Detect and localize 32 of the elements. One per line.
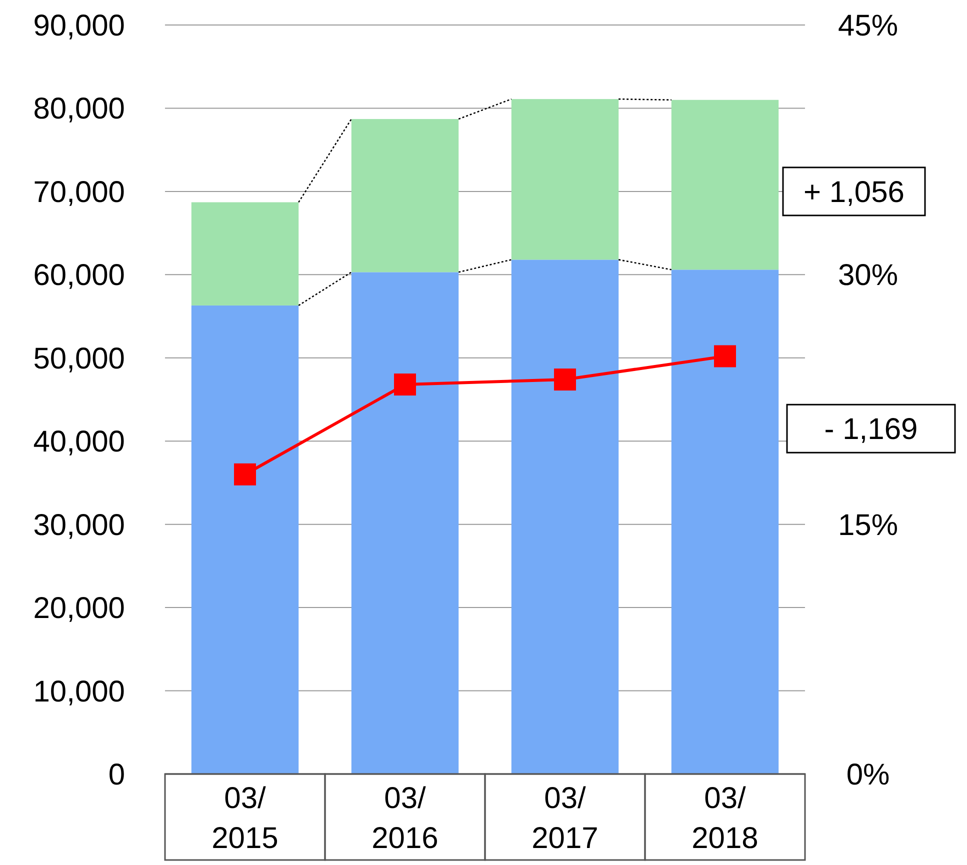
bar	[351, 119, 459, 272]
y2-tick-label: 0%	[846, 758, 890, 792]
bar	[191, 202, 299, 306]
x-tick-label: 03/2017	[532, 782, 598, 855]
x-tick-label: 03/2015	[212, 782, 278, 855]
annotation: + 1,056	[804, 176, 904, 209]
bar	[191, 305, 299, 774]
point	[394, 374, 416, 396]
y-tick-label: 70,000	[33, 176, 125, 209]
y-tick-label: 90,000	[33, 10, 125, 42]
point	[234, 463, 256, 486]
bar	[671, 270, 779, 774]
x-tick-label: 03/2018	[692, 782, 758, 855]
y2-tick-label: 30%	[838, 259, 898, 292]
bar	[671, 100, 779, 270]
point	[554, 368, 576, 391]
y2-tick-label: 45%	[838, 10, 898, 42]
y-tick-label: 80,000	[33, 92, 125, 126]
y-tick-label: 0	[108, 758, 125, 792]
point	[714, 345, 736, 368]
x-tick-label: 03/2016	[372, 782, 438, 855]
y-tick-label: 20,000	[33, 592, 125, 626]
y-tick-label: 40,000	[33, 426, 125, 459]
y-tick-label: 30,000	[33, 508, 125, 542]
text: - 1,169	[824, 413, 918, 446]
bar	[351, 272, 459, 774]
bar	[511, 99, 619, 260]
y-tick-label: 10,000	[33, 675, 125, 708]
y2-tick-label: 15%	[838, 508, 898, 542]
y-tick-label: 50,000	[33, 342, 125, 376]
y-tick-label: 60,000	[33, 259, 125, 292]
bar	[511, 260, 619, 774]
